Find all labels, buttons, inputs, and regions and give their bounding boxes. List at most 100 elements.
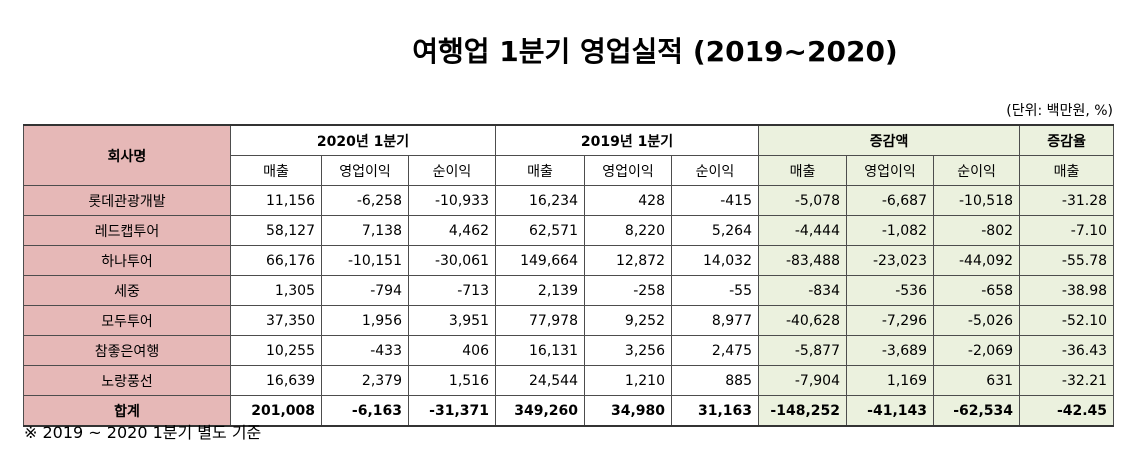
value-cell: -258 — [584, 275, 672, 306]
value-cell: -83,488 — [758, 245, 847, 276]
value-cell: 3,256 — [584, 335, 672, 366]
sub-header-op-change: 영업이익 — [846, 155, 934, 186]
value-cell: -794 — [321, 275, 409, 306]
table-row: 레드캡투어 58,127 7,138 4,462 62,571 8,220 5,264 -4,… — [23, 215, 1115, 246]
sub-header-net-2020: 순이익 — [408, 155, 496, 186]
value-cell: -55.78 — [1019, 245, 1115, 276]
value-cell: 12,872 — [584, 245, 672, 276]
value-cell: -536 — [846, 275, 934, 306]
sub-header-net-2019: 순이익 — [671, 155, 759, 186]
value-cell: 4,462 — [408, 215, 496, 246]
value-cell: 31,163 — [671, 395, 759, 427]
value-cell: 201,008 — [230, 395, 322, 427]
value-cell: -36.43 — [1019, 335, 1115, 366]
value-cell: -1,082 — [846, 215, 934, 246]
value-cell: -7,904 — [758, 365, 847, 396]
sub-header-sales-rate: 매출 — [1019, 155, 1115, 186]
earnings-table: 회사명 2020년 1분기 2019년 1분기 증감액 증감율 매출 영업이익 … — [23, 124, 1115, 427]
value-cell: -44,092 — [932, 245, 1021, 276]
table-row: 참좋은여행 10,255 -433 406 16,131 3,256 2,475 -5,877… — [23, 335, 1115, 366]
company-name: 모두투어 — [23, 305, 231, 336]
value-cell: -31,371 — [408, 395, 496, 427]
total-label: 합계 — [23, 395, 231, 427]
value-cell: -7.10 — [1019, 215, 1115, 246]
value-cell: 1,169 — [846, 365, 934, 396]
value-cell: -7,296 — [846, 305, 934, 336]
value-cell: 5,264 — [671, 215, 759, 246]
value-cell: 149,664 — [495, 245, 585, 276]
value-cell: 14,032 — [671, 245, 759, 276]
company-name: 롯데관광개발 — [23, 185, 231, 216]
footnote: ※ 2019 ~ 2020 1분기 별도 기준 — [24, 423, 262, 442]
group-2019-header: 2019년 1분기 — [495, 124, 759, 156]
value-cell: -52.10 — [1019, 305, 1115, 336]
value-cell: 2,475 — [671, 335, 759, 366]
value-cell: -10,933 — [408, 185, 496, 216]
value-cell: -4,444 — [758, 215, 847, 246]
value-cell: -6,687 — [846, 185, 934, 216]
value-cell: -62,534 — [932, 395, 1021, 427]
company-name: 하나투어 — [23, 245, 231, 276]
value-cell: -32.21 — [1019, 365, 1115, 396]
value-cell: 631 — [932, 365, 1021, 396]
company-name: 참좋은여행 — [23, 335, 231, 366]
value-cell: -5,078 — [758, 185, 847, 216]
value-cell: 58,127 — [230, 215, 322, 246]
value-cell: 1,210 — [584, 365, 672, 396]
group-change-header: 증감액 — [757, 124, 1021, 156]
header-group-row: 회사명 2020년 1분기 2019년 1분기 증감액 증감율 — [23, 124, 1115, 186]
group-2020-header: 2020년 1분기 — [230, 124, 496, 156]
value-cell: -2,069 — [932, 335, 1021, 366]
value-cell: 34,980 — [584, 395, 672, 427]
table-row: 노랑풍선 16,639 2,379 1,516 24,544 1,210 885 -7,904… — [23, 365, 1115, 396]
value-cell: -148,252 — [758, 395, 847, 427]
value-cell: -6,163 — [321, 395, 409, 427]
value-cell: 349,260 — [495, 395, 585, 427]
table-body: 롯데관광개발 11,156 -6,258 -10,933 16,234 428 -415 -5… — [23, 185, 1115, 427]
value-cell: -658 — [932, 275, 1021, 306]
value-cell: -30,061 — [408, 245, 496, 276]
value-cell: -5,877 — [758, 335, 847, 366]
value-cell: 11,156 — [230, 185, 322, 216]
value-cell: 7,138 — [321, 215, 409, 246]
company-name: 세중 — [23, 275, 231, 306]
sub-header-sales-change: 매출 — [758, 155, 847, 186]
value-cell: -3,689 — [846, 335, 934, 366]
table-row: 롯데관광개발 11,156 -6,258 -10,933 16,234 428 -415 -5… — [23, 185, 1115, 216]
value-cell: 3,951 — [408, 305, 496, 336]
value-cell: 406 — [408, 335, 496, 366]
value-cell: 1,956 — [321, 305, 409, 336]
value-cell: 24,544 — [495, 365, 585, 396]
sub-header-op-2020: 영업이익 — [321, 155, 409, 186]
value-cell: 77,978 — [495, 305, 585, 336]
value-cell: 37,350 — [230, 305, 322, 336]
value-cell: -415 — [671, 185, 759, 216]
value-cell: -713 — [408, 275, 496, 306]
value-cell: 16,639 — [230, 365, 322, 396]
value-cell: -42.45 — [1019, 395, 1115, 427]
value-cell: 9,252 — [584, 305, 672, 336]
value-cell: -6,258 — [321, 185, 409, 216]
page-title: 여행업 1분기 영업실적 (2019~2020) — [412, 35, 898, 68]
sub-header-op-2019: 영업이익 — [584, 155, 672, 186]
value-cell: -10,151 — [321, 245, 409, 276]
value-cell: -23,023 — [846, 245, 934, 276]
value-cell: 16,234 — [495, 185, 585, 216]
sub-header-sales-2020: 매출 — [230, 155, 322, 186]
header-sub-row: 매출 영업이익 순이익 매출 영업이익 순이익 매출 영업이익 순이익 매출 — [24, 155, 1115, 186]
value-cell: -41,143 — [846, 395, 934, 427]
value-cell: 428 — [584, 185, 672, 216]
value-cell: -31.28 — [1019, 185, 1115, 216]
value-cell: 1,305 — [230, 275, 322, 306]
value-cell: -55 — [671, 275, 759, 306]
sub-header-sales-2019: 매출 — [495, 155, 585, 186]
sub-header-net-change: 순이익 — [932, 155, 1021, 186]
value-cell: -5,026 — [932, 305, 1021, 336]
value-cell: 66,176 — [230, 245, 322, 276]
table-row: 세중 1,305 -794 -713 2,139 -258 -55 -834 -536 -658-… — [23, 275, 1115, 306]
table-row: 하나투어 66,176 -10,151 -30,061 149,664 12,872 14,… — [23, 245, 1115, 276]
value-cell: 10,255 — [230, 335, 322, 366]
value-cell: -10,518 — [932, 185, 1021, 216]
value-cell: 1,516 — [408, 365, 496, 396]
value-cell: 2,379 — [321, 365, 409, 396]
